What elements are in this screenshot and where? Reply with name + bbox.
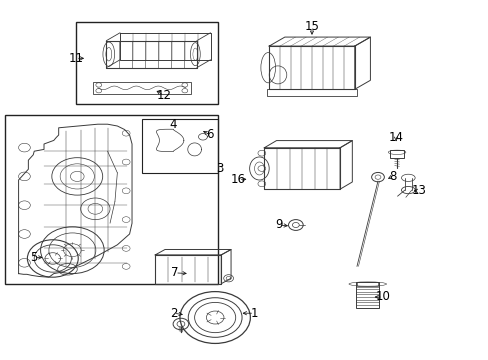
Text: 6: 6 [206,129,214,141]
Text: 2: 2 [169,307,177,320]
Bar [266,89,356,96]
Text: 12: 12 [156,89,171,102]
Bar [5,115,217,284]
Text: 14: 14 [388,131,403,144]
Text: 9: 9 [274,219,282,231]
Bar [76,22,217,104]
Text: 3: 3 [216,162,224,175]
Text: 4: 4 [169,118,177,131]
Text: 10: 10 [375,291,389,303]
Text: 13: 13 [411,184,426,197]
Text: 15: 15 [304,21,319,33]
Bar [356,282,378,286]
Text: 5: 5 [30,251,38,264]
Bar [389,150,403,158]
Text: 7: 7 [171,266,179,279]
Text: 8: 8 [388,170,396,183]
Text: 11: 11 [68,52,83,65]
Text: 16: 16 [231,173,245,186]
Bar [93,82,190,94]
Bar [142,119,217,173]
Text: 1: 1 [250,307,258,320]
Bar [355,282,379,308]
